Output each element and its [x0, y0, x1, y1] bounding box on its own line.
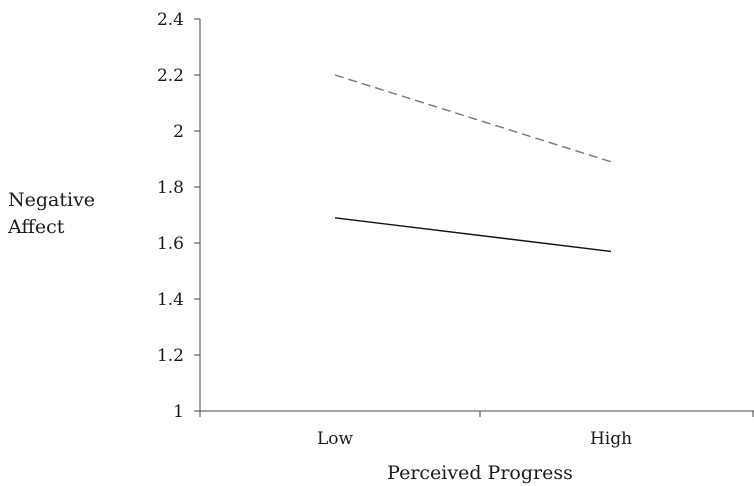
- y-tick-label: 2.2: [157, 66, 184, 86]
- y-tick-label: 1.4: [157, 290, 184, 310]
- series-line-1: [334, 74, 612, 163]
- y-axis-title-line-2: Affect: [7, 216, 65, 238]
- y-tick-label: 2.4: [157, 10, 184, 30]
- y-tick-label: 1.8: [157, 178, 184, 198]
- y-tick-label: 2: [173, 122, 184, 142]
- y-axis-title-line-1: Negative: [8, 189, 95, 211]
- series-layer: [334, 74, 612, 253]
- x-tick-label: Low: [317, 429, 354, 449]
- series-line-2: [334, 217, 612, 253]
- x-axis-ticks: Low High: [199, 411, 754, 449]
- y-tick-label: 1: [173, 402, 184, 422]
- y-axis-ticks: 1 1.2 1.4 1.6 1.8 2 2.2 2.4: [157, 10, 200, 422]
- y-tick-label: 1.6: [157, 234, 184, 254]
- x-axis-title: Perceived Progress: [387, 462, 573, 484]
- x-tick-label: High: [590, 429, 632, 449]
- y-tick-label: 1.2: [157, 346, 184, 366]
